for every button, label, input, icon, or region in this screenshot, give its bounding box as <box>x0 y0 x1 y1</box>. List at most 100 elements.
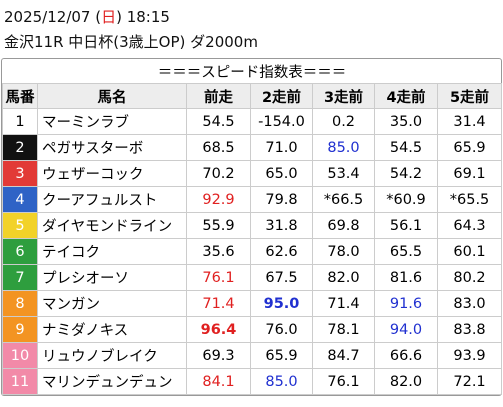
horse-row: 8 マンガン 71.4 95.0 71.4 91.6 83.0 <box>2 290 503 317</box>
score: 83.0 <box>436 290 503 317</box>
column-header: 2走前 <box>250 83 313 109</box>
score: 31.4 <box>436 108 503 135</box>
column-header: 5走前 <box>436 83 503 109</box>
horse-name: ペガサスターボ <box>37 134 187 161</box>
time: ) 18:15 <box>116 8 170 26</box>
score: 60.1 <box>436 238 503 265</box>
horse-row: 7 プレシオーソ 76.1 67.5 82.0 81.6 80.2 <box>2 264 503 291</box>
score: 35.6 <box>186 238 251 265</box>
score: 96.4 <box>186 316 251 343</box>
score: 69.1 <box>436 160 503 187</box>
score: 56.1 <box>374 212 438 239</box>
score: 69.3 <box>186 342 251 369</box>
score: 83.8 <box>436 316 503 343</box>
score: 72.1 <box>436 368 503 395</box>
horse-name: マンガン <box>37 290 187 317</box>
horse-name: クーアフュルスト <box>37 186 187 213</box>
score: 95.0 <box>250 290 313 317</box>
score: 35.0 <box>374 108 438 135</box>
horse-number: 7 <box>2 264 38 291</box>
score: 31.8 <box>250 212 313 239</box>
score: *65.5 <box>436 186 503 213</box>
score: 54.5 <box>374 134 438 161</box>
score: 85.0 <box>250 368 313 395</box>
score: 55.9 <box>186 212 251 239</box>
score: -154.0 <box>250 108 313 135</box>
horse-number: 8 <box>2 290 38 317</box>
horse-row: 6 テイコク 35.6 62.6 78.0 65.5 60.1 <box>2 238 503 265</box>
column-header: 馬番 <box>2 83 38 109</box>
horse-name: プレシオーソ <box>37 264 187 291</box>
horse-name: マーミンラブ <box>37 108 187 135</box>
horse-number: 6 <box>2 238 38 265</box>
score: 70.2 <box>186 160 251 187</box>
horse-number: 1 <box>2 108 38 135</box>
horse-name: リュウノブレイク <box>37 342 187 369</box>
column-header: 4走前 <box>374 83 438 109</box>
score: 65.5 <box>374 238 438 265</box>
date: 2025/12/07 ( <box>4 8 102 26</box>
score: 84.7 <box>312 342 375 369</box>
score: 54.2 <box>374 160 438 187</box>
score: 65.0 <box>250 160 313 187</box>
date-line: 2025/12/07 (日) 18:15 <box>4 6 170 27</box>
score: *60.9 <box>374 186 438 213</box>
score: 71.4 <box>186 290 251 317</box>
score: 81.6 <box>374 264 438 291</box>
score: 53.4 <box>312 160 375 187</box>
table-box: ＝＝＝スピード指数表＝＝＝ 馬番 馬名 前走 2走前 3走前 4走前 5走前 1 マーミンラブ 54… <box>1 58 503 396</box>
score: 82.0 <box>312 264 375 291</box>
score: 82.0 <box>374 368 438 395</box>
score: 76.0 <box>250 316 313 343</box>
score: 85.0 <box>312 134 375 161</box>
speed-table: ＝＝＝スピード指数表＝＝＝ 馬番 馬名 前走 2走前 3走前 4走前 5走前 1 マーミンラブ 54… <box>2 59 503 395</box>
score: 54.5 <box>186 108 251 135</box>
score: 0.2 <box>312 108 375 135</box>
horse-row: 11 マリンデュンデュン 84.1 85.0 76.1 82.0 72.1 <box>2 368 503 395</box>
horse-number: 11 <box>2 368 38 395</box>
score: 71.4 <box>312 290 375 317</box>
score: 94.0 <box>374 316 438 343</box>
score: 71.0 <box>250 134 313 161</box>
horse-row: 3 ウェザーコック 70.2 65.0 53.4 54.2 69.1 <box>2 160 503 187</box>
score: 91.6 <box>374 290 438 317</box>
horse-number: 10 <box>2 342 38 369</box>
table-title: ＝＝＝スピード指数表＝＝＝ <box>2 59 502 84</box>
score: 65.9 <box>250 342 313 369</box>
score: 67.5 <box>250 264 313 291</box>
horse-row: 4 クーアフュルスト 92.9 79.8 *66.5 *60.9 *65.5 <box>2 186 503 213</box>
score: 78.1 <box>312 316 375 343</box>
horse-row: 2 ペガサスターボ 68.5 71.0 85.0 54.5 65.9 <box>2 134 503 161</box>
score: *66.5 <box>312 186 375 213</box>
header-row: 馬番 馬名 前走 2走前 3走前 4走前 5走前 <box>2 83 503 109</box>
score: 92.9 <box>186 186 251 213</box>
horse-number: 3 <box>2 160 38 187</box>
race-info: 金沢11R 中日杯(3歳上OP) ダ2000m <box>4 33 258 51</box>
horse-number: 9 <box>2 316 38 343</box>
score: 62.6 <box>250 238 313 265</box>
column-header: 馬名 <box>37 83 187 109</box>
horse-name: マリンデュンデュン <box>37 368 187 395</box>
horse-name: ナミダノキス <box>37 316 187 343</box>
score: 76.1 <box>186 264 251 291</box>
horse-number: 4 <box>2 186 38 213</box>
weekday: 日 <box>101 8 117 26</box>
score: 65.9 <box>436 134 503 161</box>
score: 64.3 <box>436 212 503 239</box>
column-header: 3走前 <box>312 83 375 109</box>
horse-name: テイコク <box>37 238 187 265</box>
horse-name: ダイヤモンドライン <box>37 212 187 239</box>
score: 66.6 <box>374 342 438 369</box>
score: 93.9 <box>436 342 503 369</box>
horse-row: 10 リュウノブレイク 69.3 65.9 84.7 66.6 93.9 <box>2 342 503 369</box>
score: 76.1 <box>312 368 375 395</box>
horse-number: 5 <box>2 212 38 239</box>
score: 78.0 <box>312 238 375 265</box>
score: 69.8 <box>312 212 375 239</box>
horse-number: 2 <box>2 134 38 161</box>
score: 68.5 <box>186 134 251 161</box>
column-header: 前走 <box>186 83 251 109</box>
score: 79.8 <box>250 186 313 213</box>
horse-row: 5 ダイヤモンドライン 55.9 31.8 69.8 56.1 64.3 <box>2 212 503 239</box>
